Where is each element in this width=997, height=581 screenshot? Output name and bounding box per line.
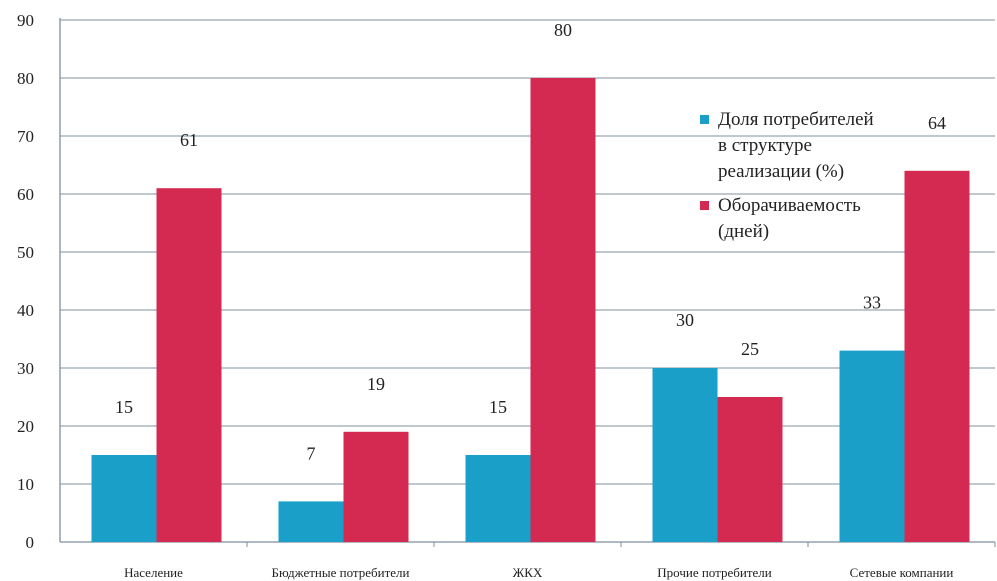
x-category-label: ЖКХ xyxy=(513,565,543,580)
data-label: 64 xyxy=(928,113,946,133)
legend-label: (дней) xyxy=(718,221,769,242)
bar-share xyxy=(278,501,344,542)
y-tick-label: 30 xyxy=(17,359,34,378)
y-tick-label: 70 xyxy=(17,127,34,146)
legend-label: реализации (%) xyxy=(718,161,844,182)
y-tick-label: 90 xyxy=(17,11,34,30)
bar-share xyxy=(652,368,718,542)
bar-turnover xyxy=(904,170,970,543)
y-tick-label: 80 xyxy=(17,69,34,88)
x-category-label: Сетевые компании xyxy=(850,565,954,580)
x-category-label: Бюджетные потребители xyxy=(272,565,410,580)
data-label: 61 xyxy=(180,130,198,150)
data-label: 7 xyxy=(307,443,316,463)
bar-turnover xyxy=(530,78,596,542)
y-tick-label: 60 xyxy=(17,185,34,204)
data-label: 19 xyxy=(367,374,385,394)
bar-turnover xyxy=(343,431,409,542)
data-label: 15 xyxy=(489,397,507,417)
y-tick-label: 50 xyxy=(17,243,34,262)
legend-swatch xyxy=(700,201,709,210)
legend-label: Доля потребителей xyxy=(718,109,874,130)
data-label: 25 xyxy=(741,339,759,359)
data-label: 15 xyxy=(115,397,133,417)
legend-label: в структуре xyxy=(718,135,812,156)
legend-swatch xyxy=(700,115,709,124)
data-label: 80 xyxy=(554,20,572,40)
legend-label: Оборачиваемость xyxy=(718,195,861,216)
x-category-label: Прочие потребители xyxy=(657,565,771,580)
data-label: 30 xyxy=(676,310,694,330)
bar-share xyxy=(465,455,531,542)
legend: Доля потребителей в структуре реализации (… xyxy=(700,109,874,242)
axis-layer: 0 10 20 30 40 50 60 70 80 90 xyxy=(17,11,996,552)
y-tick-label: 20 xyxy=(17,417,34,436)
bar-turnover xyxy=(156,188,222,542)
y-tick-label: 0 xyxy=(26,533,35,552)
bar-turnover xyxy=(717,397,783,542)
data-label: 33 xyxy=(863,293,881,313)
label-layer: 15 61 Население 7 19 Бюджетные потребители 15 8… xyxy=(115,20,953,580)
y-tick-label: 40 xyxy=(17,301,34,320)
bar-share xyxy=(839,350,905,542)
x-category-label: Население xyxy=(124,565,183,580)
y-tick-label: 10 xyxy=(17,475,34,494)
bar-share xyxy=(91,455,157,542)
bar-layer xyxy=(91,78,970,543)
